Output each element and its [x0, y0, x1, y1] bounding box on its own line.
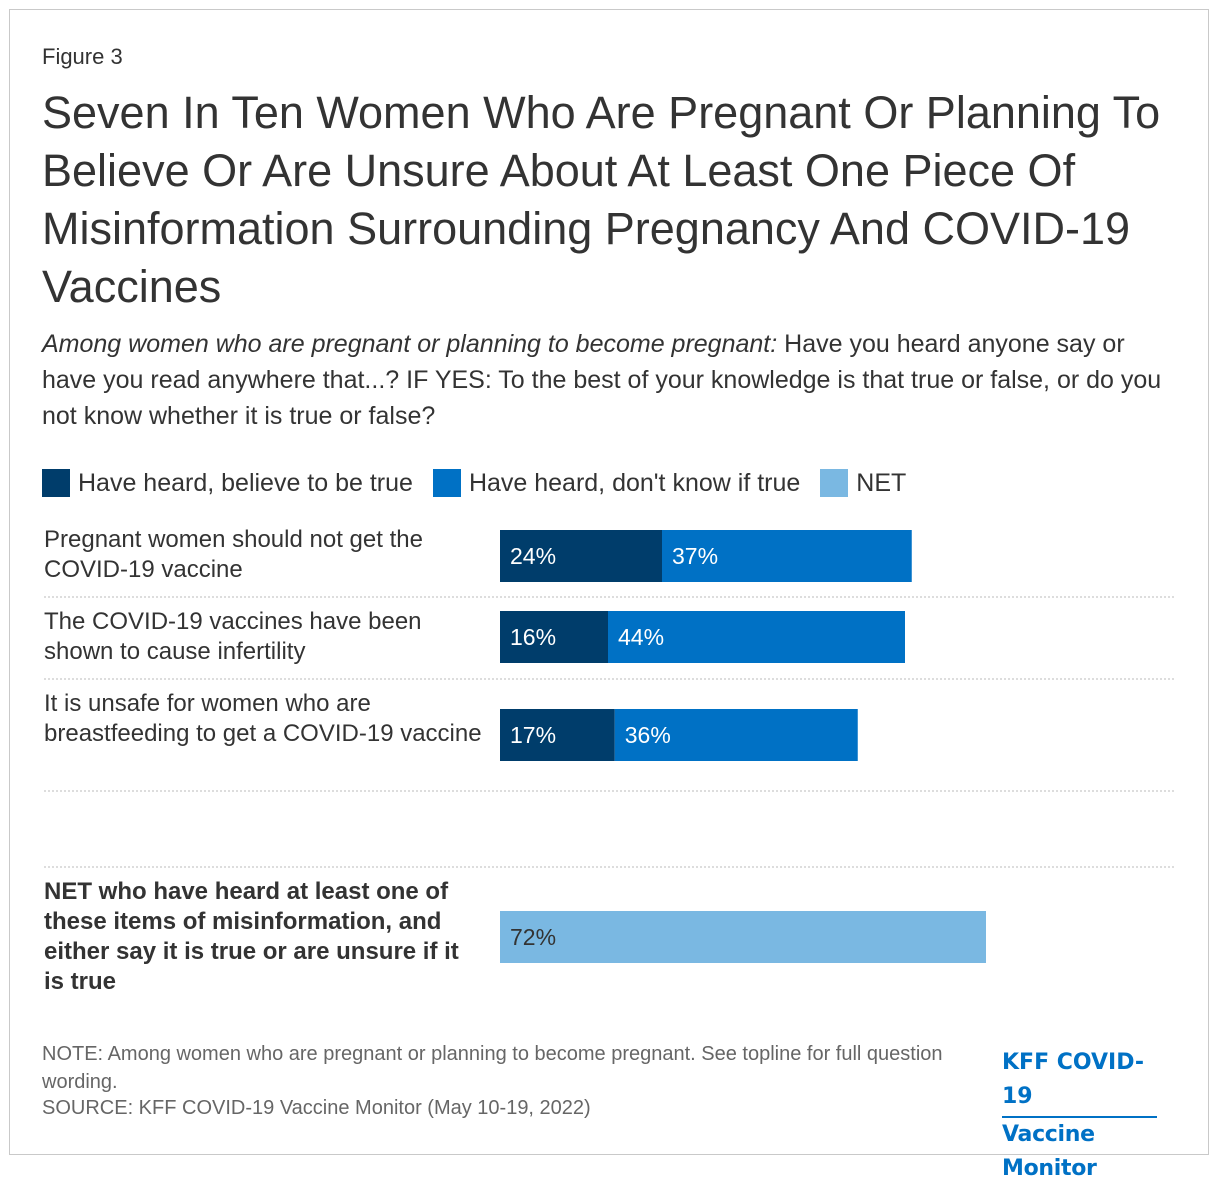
legend-swatch-believe-true	[42, 469, 70, 497]
chart-source: SOURCE: KFF COVID-19 Vaccine Monitor (Ma…	[42, 1097, 591, 1119]
chart-note: NOTE: Among women who are pregnant or pl…	[42, 1043, 943, 1093]
figure-frame	[9, 9, 1209, 1155]
row-label-pregnant-women: Pregnant women should not get the COVID-…	[44, 526, 423, 583]
legend-item-believe-true: Have heard, believe to be true	[42, 469, 413, 498]
bar-believe-true-row-2	[500, 709, 615, 761]
legend-swatch-net	[820, 469, 849, 497]
legend-item-net: NET	[820, 469, 906, 498]
bar-net-row-3	[500, 911, 986, 963]
subtitle-italic: Among women who are pregnant or planning…	[42, 330, 778, 358]
legend-label-believe-true: Have heard, believe to be true	[78, 468, 413, 497]
legend-item-dont-know: Have heard, don't know if true	[432, 468, 801, 498]
bar-dont-know-row-2	[614, 709, 858, 761]
data-label-believe-true-row-1: 16%	[510, 624, 556, 650]
logo-line-2: Vaccine Monitor	[1002, 1122, 1097, 1181]
subtitle-text: Have you heard anyone say or have you re…	[42, 330, 1162, 430]
row-label-net: NET who have heard at least one of these…	[44, 878, 459, 995]
legend-label-dont-know: Have heard, don't know if true	[468, 468, 801, 497]
figure-label: Figure 3	[42, 44, 123, 69]
row-label-infertility: The COVID-19 vaccines have been shown to…	[44, 608, 422, 665]
row-label-breastfeeding: It is unsafe for women who are breastfee…	[44, 690, 482, 747]
bar-dont-know-row-1	[608, 611, 905, 663]
logo-line-1: KFF COVID-19	[1002, 1046, 1157, 1118]
data-label-believe-true-row-2: 17%	[510, 722, 556, 748]
data-label-dont-know-row-0: 37%	[672, 543, 718, 569]
legend: Have heard, believe to be true Have hear…	[42, 466, 926, 500]
kff-logo: KFF COVID-19 Vaccine Monitor	[1002, 1046, 1178, 1186]
bar-dont-know-row-0	[662, 530, 912, 582]
legend-swatch-dont-know	[432, 469, 461, 497]
data-label-dont-know-row-1: 44%	[618, 624, 664, 650]
data-label-believe-true-row-0: 24%	[510, 543, 556, 569]
chart-subtitle: Among women who are pregnant or planning…	[42, 326, 1182, 434]
legend-label-net: NET	[856, 468, 907, 497]
bar-believe-true-row-0	[500, 530, 662, 582]
bar-believe-true-row-1	[500, 611, 608, 663]
data-label-net-row-3: 72%	[510, 924, 556, 950]
data-label-dont-know-row-2: 36%	[625, 722, 671, 748]
chart-title: Seven In Ten Women Who Are Pregnant Or P…	[42, 87, 1161, 312]
